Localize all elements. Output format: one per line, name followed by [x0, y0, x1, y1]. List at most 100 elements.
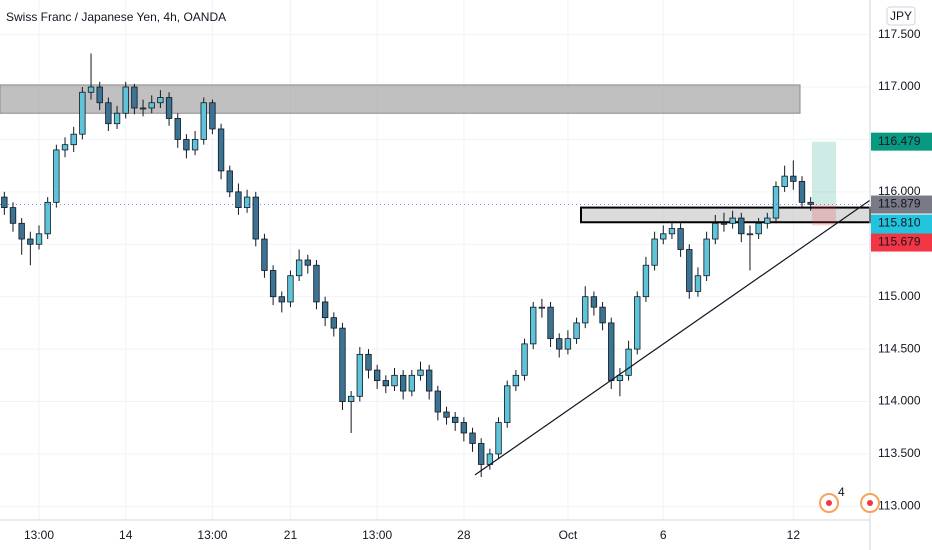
- x-tick-label: 13:00: [197, 528, 227, 542]
- candle-body: [191, 139, 199, 151]
- candle-body: [677, 228, 684, 250]
- candle-body: [703, 238, 710, 277]
- candle-body: [642, 264, 650, 298]
- candle-body: [790, 175, 797, 182]
- candle-body: [599, 306, 606, 324]
- candle-body: [521, 343, 528, 376]
- x-tick-label: 28: [457, 528, 471, 542]
- candle-body: [96, 86, 103, 104]
- candle-body: [512, 374, 520, 387]
- x-tick-label: Oct: [559, 528, 578, 542]
- candle-body: [330, 317, 337, 329]
- candle-body: [686, 249, 693, 292]
- candle-body: [616, 374, 624, 381]
- candle-body: [9, 207, 17, 224]
- candle-body: [694, 275, 702, 292]
- y-tick-label: 117.500: [878, 27, 921, 41]
- candle-body: [113, 112, 121, 125]
- overlays: [0, 199, 871, 476]
- candle-body: [79, 91, 86, 135]
- candle-body: [313, 264, 320, 303]
- candle-body: [530, 306, 537, 345]
- y-tick-label: 114.500: [878, 341, 921, 355]
- candle-body: [365, 353, 372, 371]
- candle-body: [625, 348, 632, 376]
- candle-body: [295, 259, 303, 277]
- candle-body: [564, 338, 572, 350]
- candle-body: [452, 416, 459, 423]
- candle-body: [321, 301, 329, 319]
- event-count: 4: [838, 485, 845, 499]
- candle-body: [764, 217, 771, 224]
- candle-body: [356, 353, 363, 397]
- candle-body: [460, 422, 468, 434]
- target-area: [812, 141, 836, 205]
- candle-body: [209, 102, 216, 130]
- candle-body: [217, 128, 225, 172]
- trendline: [474, 199, 871, 476]
- candle-body: [634, 296, 641, 350]
- candle-body: [18, 222, 25, 240]
- candle-body: [165, 97, 173, 119]
- candle-body: [27, 238, 34, 245]
- y-tick-label: 116.000: [878, 184, 921, 198]
- x-tick-label: 6: [660, 528, 667, 542]
- candle-body: [417, 369, 424, 376]
- candle-body: [87, 86, 95, 93]
- candle-body: [183, 139, 190, 151]
- candle-body: [720, 222, 728, 225]
- price-tag: [871, 132, 932, 151]
- candle-body: [339, 327, 346, 402]
- candle-body: [373, 369, 381, 381]
- y-tick-label: 117.000: [878, 79, 921, 93]
- currency-box[interactable]: [886, 6, 916, 26]
- candle-body: [712, 222, 719, 240]
- candle-body: [35, 233, 43, 245]
- candle-body: [434, 390, 442, 413]
- candle-body: [556, 338, 563, 350]
- drawings: [0, 84, 871, 226]
- candle-body: [729, 217, 736, 224]
- candle-body: [61, 144, 69, 151]
- candle-body: [478, 443, 485, 465]
- candle-body: [105, 102, 112, 125]
- candle-body: [261, 238, 268, 271]
- candle-body: [660, 233, 667, 240]
- x-tick-label: 12: [787, 528, 801, 542]
- candle-body: [122, 86, 129, 114]
- stop-area: [812, 204, 836, 226]
- candle-body: [668, 228, 676, 235]
- candle-body: [408, 374, 416, 392]
- candle-body: [538, 306, 546, 309]
- candle-body: [269, 270, 277, 298]
- candle-body: [139, 107, 147, 110]
- currency: JPY: [890, 9, 912, 23]
- candle-body: [382, 380, 389, 387]
- event-dot: [867, 500, 873, 506]
- candle-body: [287, 275, 294, 303]
- candle-body: [807, 201, 814, 205]
- candle-body: [755, 222, 762, 235]
- candle-body: [157, 97, 164, 104]
- candle-body: [738, 217, 745, 235]
- candle-body: [347, 395, 355, 402]
- candle-body: [200, 102, 207, 140]
- candle-body: [131, 86, 138, 109]
- y-tick-label: 113.500: [878, 446, 921, 460]
- candle-body: [573, 322, 580, 340]
- price-tag: [871, 233, 932, 252]
- candle-body: [798, 180, 806, 203]
- price-axis: 113.000113.500114.000114.500115.000115.5…: [871, 27, 932, 513]
- candle-body: [590, 296, 598, 308]
- candle-body: [547, 306, 554, 340]
- candle-body: [70, 133, 77, 146]
- candle-body: [235, 191, 242, 208]
- y-tick-label: 115.000: [878, 289, 921, 303]
- event-dot: [826, 500, 832, 506]
- price-tag-label: 115.810: [878, 216, 921, 230]
- candle-body: [582, 296, 589, 324]
- x-tick-label: 13:00: [24, 528, 54, 542]
- supply-zone: [0, 84, 801, 114]
